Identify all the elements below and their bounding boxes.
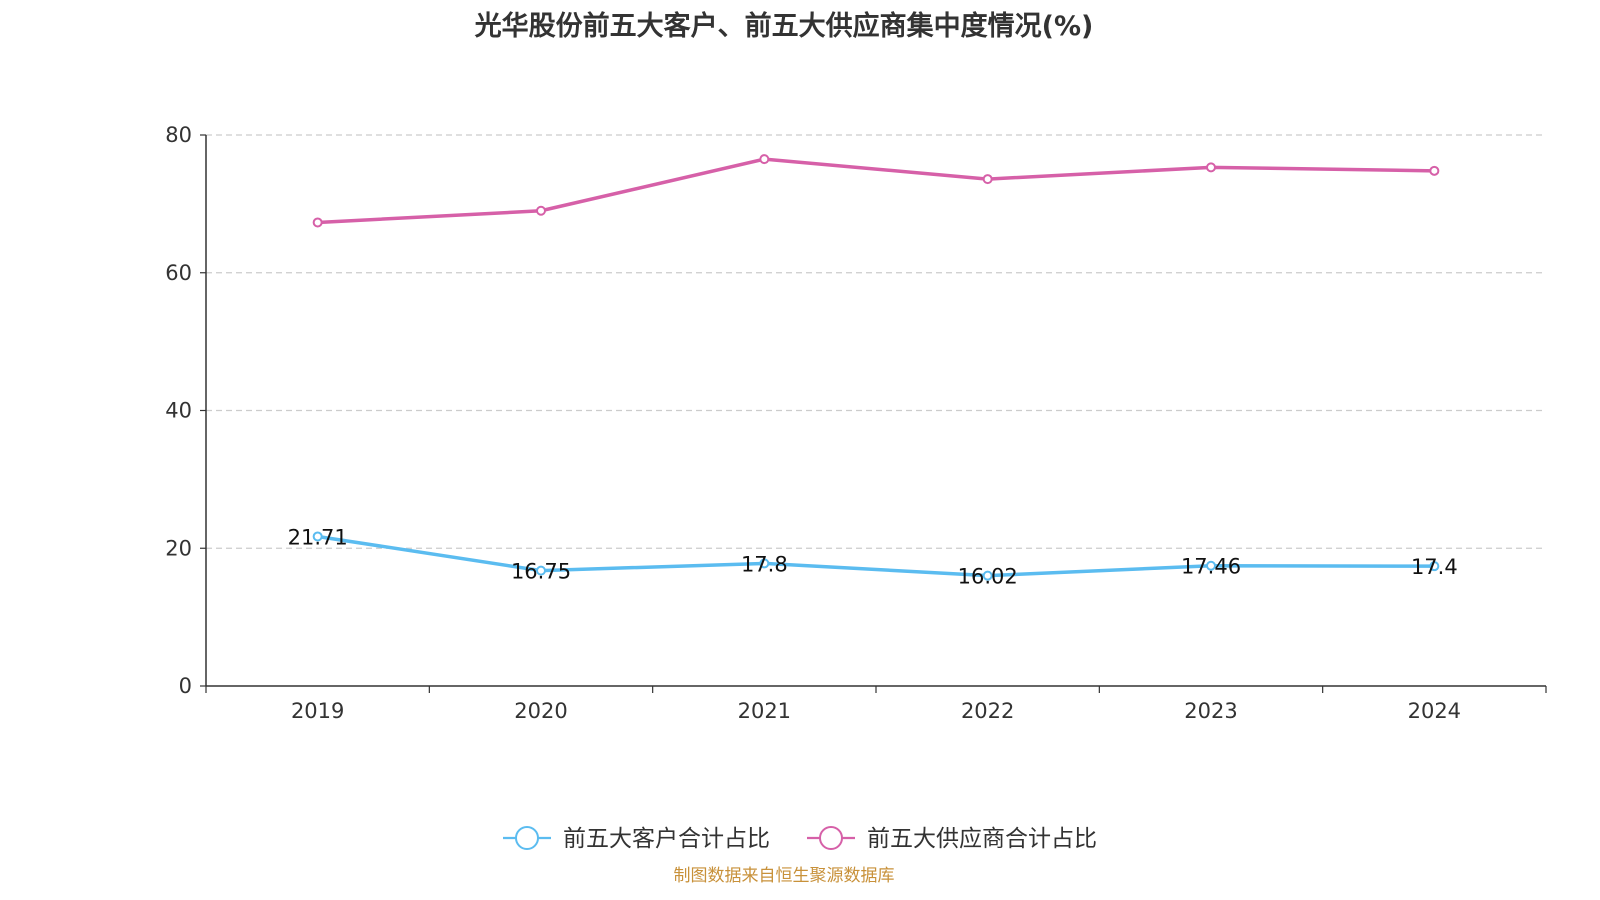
legend-label: 前五大客户合计占比 xyxy=(563,826,770,852)
source-note: 制图数据来自恒生聚源数据库 xyxy=(673,866,895,886)
data-point xyxy=(1206,162,1216,173)
x-tick-label: 2019 xyxy=(291,699,344,723)
y-tick-label: 20 xyxy=(165,536,192,560)
x-tick-label: 2024 xyxy=(1408,699,1461,723)
series-line xyxy=(317,534,1435,578)
data-point xyxy=(312,217,323,228)
series-line xyxy=(317,157,1435,225)
legend-item[interactable]: 前五大客户合计占比 xyxy=(503,826,770,852)
data-label: 16.75 xyxy=(511,560,571,584)
data-label: 21.71 xyxy=(288,525,348,549)
x-tick-label: 2021 xyxy=(738,699,791,723)
y-tick-label: 60 xyxy=(165,261,192,285)
x-tick-label: 2022 xyxy=(961,699,1014,723)
legend-marker xyxy=(819,826,843,850)
legend-label: 前五大供应商合计占比 xyxy=(867,826,1097,852)
data-point xyxy=(759,154,770,165)
data-point xyxy=(1206,560,1216,571)
legend[interactable]: 前五大客户合计占比 前五大供应商合计占比 xyxy=(503,826,1097,852)
legend-marker xyxy=(515,826,539,850)
data-point xyxy=(312,531,323,542)
data-label: 16.02 xyxy=(958,565,1018,589)
data-point xyxy=(1429,561,1440,572)
y-tick-label: 80 xyxy=(165,123,192,147)
x-tick-label: 2023 xyxy=(1184,699,1237,723)
x-tick-label: 2020 xyxy=(514,699,567,723)
data-point xyxy=(982,174,993,185)
data-label: 17.46 xyxy=(1181,555,1241,579)
chart-title: 光华股份前五大客户、前五大供应商集中度情况(%) xyxy=(474,11,1094,42)
data-point xyxy=(1429,165,1440,176)
data-point xyxy=(759,558,770,569)
data-point xyxy=(982,570,993,581)
y-tick-label: 40 xyxy=(165,399,192,423)
data-point xyxy=(536,565,546,576)
axes: 0 20 40 60 80 2019 2020 2021 2022 2023 2024 xyxy=(165,123,1547,723)
legend-item[interactable]: 前五大供应商合计占比 xyxy=(807,826,1097,852)
data-label: 17.4 xyxy=(1411,555,1458,579)
data-label: 17.8 xyxy=(741,552,788,576)
y-tick-label: 0 xyxy=(179,674,192,698)
gridlines xyxy=(206,134,1546,549)
data-point xyxy=(536,205,546,216)
series-lines xyxy=(312,154,1440,581)
data-labels: 21.71 16.75 17.8 16.02 17.46 17.4 xyxy=(288,525,1458,588)
